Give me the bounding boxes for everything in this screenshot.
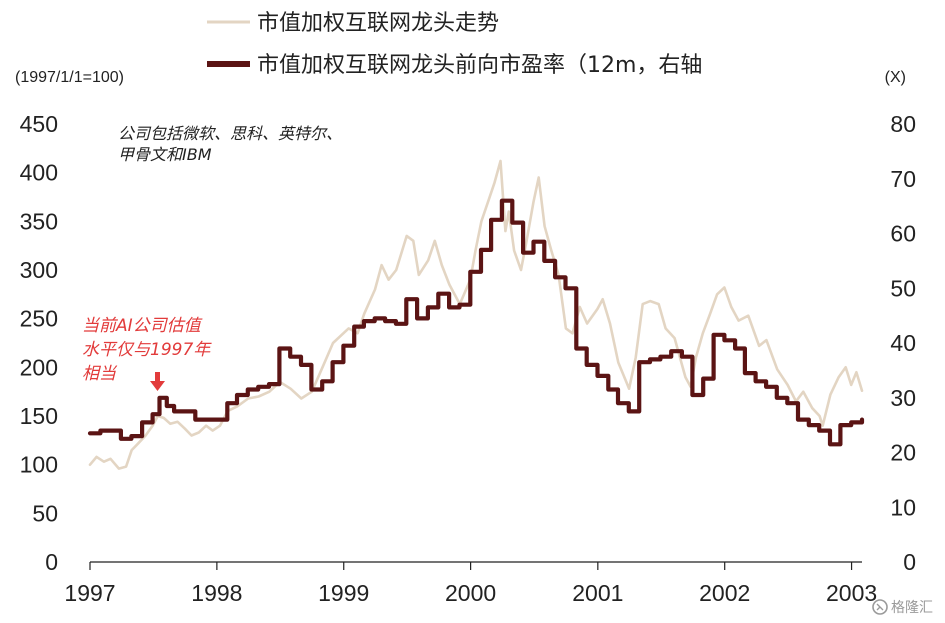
- y-right-tick-label: 80: [890, 111, 916, 137]
- y-left-tick-label: 450: [20, 111, 58, 137]
- x-tick-label: 1997: [64, 580, 115, 606]
- y-right-tick-label: 60: [890, 221, 916, 247]
- y-left-tick-label: 250: [20, 306, 58, 332]
- y-right-tick-label: 30: [890, 385, 916, 411]
- y-left-tick-label: 300: [20, 257, 58, 283]
- legend-label-0: 市值加权互联网龙头走势: [257, 11, 499, 36]
- chart-note-line: 甲骨文和IBM: [118, 145, 212, 164]
- watermark: 格隆汇: [872, 599, 933, 616]
- y-left-tick-label: 400: [20, 160, 58, 186]
- y-right-tick-label: 40: [890, 330, 916, 356]
- x-tick-label: 2001: [572, 580, 623, 606]
- annotation-line: 当前AI公司估值: [82, 316, 203, 336]
- y-right-tick-label: 10: [890, 494, 916, 520]
- y-right-tick-label: 20: [890, 440, 916, 466]
- annotation-line: 水平仅与1997年: [82, 340, 212, 360]
- y-right-tick-label: 50: [890, 275, 916, 301]
- y-left-tick-label: 50: [32, 500, 58, 526]
- red-down-arrow-icon: [150, 372, 165, 391]
- annotation-line: 相当: [82, 364, 118, 384]
- y-left-tick-label: 350: [20, 208, 58, 234]
- legend-label-1: 市值加权互联网龙头前向市盈率（12m，右轴: [257, 53, 702, 78]
- watermark-text: 格隆汇: [891, 600, 933, 616]
- arrow-head: [150, 381, 165, 391]
- series-layer: [87, 159, 865, 470]
- axes: 0 50 100 150 200 250 300 350 400 450 0 10 20 30 40 50 60…: [15, 69, 916, 606]
- y-left-unit-label: (1997/1/1=100): [15, 69, 124, 86]
- gelonghui-logo-icon: [872, 599, 888, 615]
- series-line-1: [87, 198, 865, 447]
- y-left-tick-label: 100: [20, 452, 58, 478]
- arrow-shaft: [155, 372, 160, 382]
- x-tick-label: 2000: [445, 580, 496, 606]
- y-right-tick-label: 0: [903, 549, 916, 575]
- series-line-0: [88, 159, 864, 470]
- x-tick-label: 1999: [318, 580, 369, 606]
- logo-ring: [872, 599, 888, 615]
- chart-note-line: 公司包括微软、思科、英特尔、: [118, 124, 342, 143]
- x-tick-label: 2003: [826, 580, 877, 606]
- logo-mark: [876, 603, 884, 611]
- y-right-tick-label: 70: [890, 166, 916, 192]
- y-right-unit-label: (X): [885, 69, 906, 86]
- y-left-tick-label: 150: [20, 403, 58, 429]
- y-left-tick-label: 0: [45, 549, 58, 575]
- x-tick-label: 2002: [699, 580, 750, 606]
- x-tick-label: 1998: [191, 580, 242, 606]
- y-left-tick-label: 200: [20, 354, 58, 380]
